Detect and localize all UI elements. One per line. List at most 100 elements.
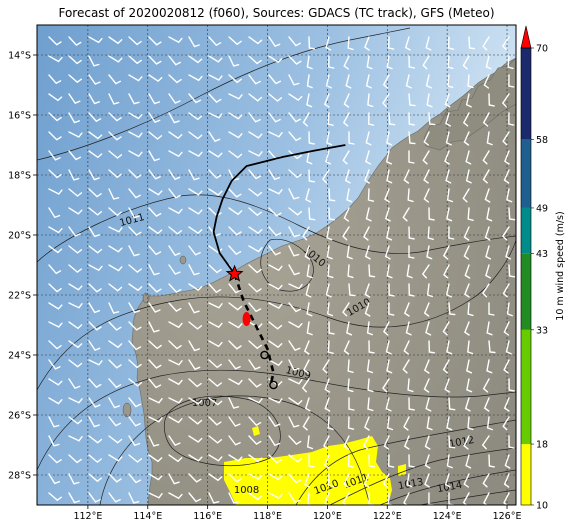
wind-barb <box>426 245 433 260</box>
wind-barb <box>447 74 454 89</box>
wind-barb <box>503 321 510 336</box>
wind-barb <box>347 264 354 279</box>
wind-barb <box>88 416 100 428</box>
wind-barb <box>467 340 474 355</box>
wind-barb <box>68 169 80 181</box>
wind-barb <box>426 416 433 431</box>
wind-barb <box>48 492 62 502</box>
wind-barb <box>328 321 335 335</box>
wind-barb <box>108 454 123 462</box>
wind-barb <box>306 150 313 165</box>
wind-barb <box>188 245 201 256</box>
wind-barb <box>268 321 283 330</box>
wind-barb <box>208 302 223 309</box>
y-tick-label: 18°S <box>8 171 31 182</box>
wind-barb <box>288 416 300 428</box>
track-intensity-marker <box>242 312 251 326</box>
wind-barb <box>463 435 470 450</box>
wind-barb <box>48 245 63 254</box>
wind-barb <box>488 302 495 316</box>
wind-barb <box>128 131 143 138</box>
wind-barb <box>408 55 415 69</box>
wind-barb <box>288 131 302 142</box>
wind-barb <box>342 150 350 165</box>
wind-barb <box>188 359 201 371</box>
track-past <box>212 144 346 275</box>
wind-barb <box>464 283 470 298</box>
wind-barb <box>346 188 353 203</box>
wind-barb <box>368 264 376 278</box>
colorbar-segment <box>521 48 531 140</box>
wind-barb <box>306 74 313 89</box>
wind-barb <box>342 112 350 127</box>
wind-barb <box>505 245 512 260</box>
wind-barb <box>188 207 203 215</box>
island <box>142 292 150 304</box>
wind-barb <box>248 150 263 157</box>
wind-barb <box>306 321 313 336</box>
wind-barb <box>323 435 330 450</box>
wind-barb <box>48 150 61 161</box>
wind-barb <box>108 435 123 444</box>
wind-barb <box>108 302 120 314</box>
isobar-label: 1007 <box>192 398 217 409</box>
wind-barb <box>68 264 82 273</box>
wind-barb <box>128 435 141 447</box>
wind-barb <box>367 378 374 393</box>
wind-barb <box>327 112 334 126</box>
wind-barb <box>48 36 62 46</box>
wind-barb <box>288 283 303 290</box>
wind-barb <box>268 55 283 64</box>
wind-barb <box>403 169 410 184</box>
wind-barb <box>507 55 514 70</box>
wind-barb <box>168 492 183 500</box>
wind-barb <box>208 492 220 504</box>
wind-barb <box>168 226 183 235</box>
wind-barb <box>303 340 310 355</box>
wind-barb <box>422 150 430 165</box>
wind-barb <box>168 321 183 329</box>
wind-barb <box>108 36 123 45</box>
wind-barb <box>328 207 336 221</box>
wind-barb <box>128 340 142 351</box>
wind-barb <box>346 321 353 336</box>
wind-barb <box>328 188 336 202</box>
wind-barb <box>302 226 310 241</box>
wind-barb <box>88 264 103 272</box>
wind-barb <box>88 340 101 351</box>
isobar-label: 1013 <box>397 477 424 492</box>
wind-barb <box>228 131 243 139</box>
wind-barb <box>88 473 102 483</box>
wind-barb <box>268 435 281 447</box>
wind-barb <box>368 340 375 354</box>
wind-barb <box>208 93 222 103</box>
wind-barb <box>446 207 453 222</box>
wind-barb <box>426 283 433 298</box>
wind-barb <box>306 302 313 317</box>
wind-barb <box>483 74 490 89</box>
wind-barb <box>388 302 395 316</box>
x-tick-label: 126°E <box>493 511 522 522</box>
wind-barb <box>148 150 160 162</box>
wind-barb <box>148 302 161 313</box>
wind-barb <box>423 131 430 146</box>
wind-barb <box>366 359 374 374</box>
wind-barb <box>48 397 63 405</box>
wind-barb <box>148 378 162 389</box>
wind-barb <box>168 131 183 140</box>
wind-barb <box>168 302 182 312</box>
wind-barb <box>342 302 350 317</box>
wind-barb <box>128 36 142 46</box>
wind-barb <box>462 112 470 127</box>
y-tick-label: 24°S <box>8 351 31 362</box>
wind-barb <box>506 188 513 203</box>
wind-barb <box>168 36 183 44</box>
wind-barb <box>446 340 453 355</box>
wind-barb <box>486 131 493 146</box>
y-tick-label: 26°S <box>8 411 31 422</box>
wind-barb <box>483 397 490 412</box>
map-title: Forecast of 2020020812 (f060), Sources: … <box>58 6 495 20</box>
x-tick-label: 118°E <box>253 511 282 522</box>
wind-barb <box>445 169 452 184</box>
wind-barb <box>288 74 300 86</box>
